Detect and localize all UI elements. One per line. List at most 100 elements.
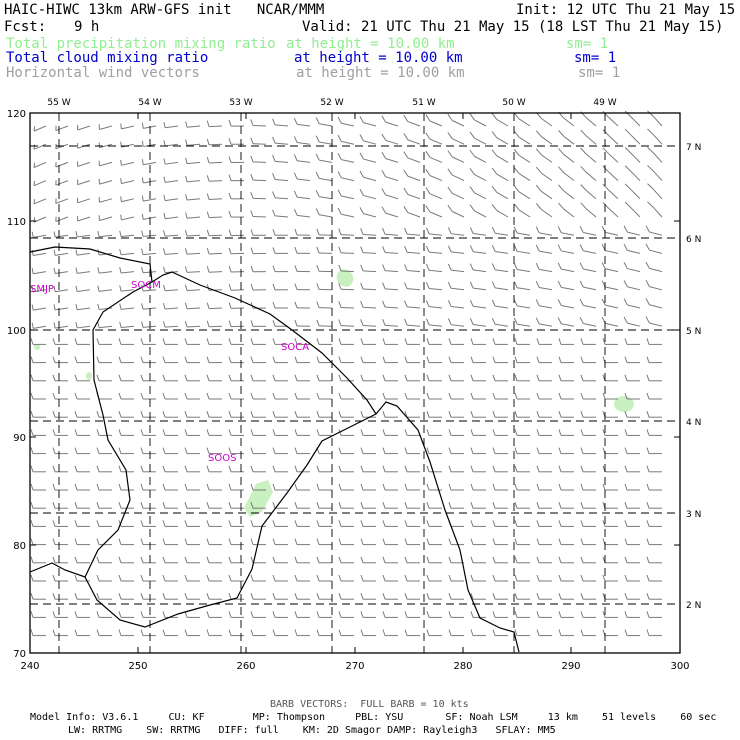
- wind-barb: [404, 629, 420, 637]
- wind-barb: [228, 538, 244, 546]
- wind-barb: [206, 411, 222, 418]
- wind-barb: [426, 483, 442, 491]
- wind-barb: [558, 111, 575, 127]
- wind-barb: [535, 166, 553, 182]
- wind-barb: [448, 338, 464, 345]
- wind-barb: [316, 556, 332, 564]
- wind-barb: [513, 130, 531, 145]
- wind-barb: [206, 302, 223, 310]
- wind-barb: [647, 165, 663, 181]
- wind-barb: [492, 629, 508, 637]
- wind-barb: [492, 502, 508, 509]
- wind-barb: [514, 574, 530, 582]
- wind-barb: [536, 611, 552, 618]
- precip-area: [34, 344, 40, 350]
- wind-barb: [580, 520, 596, 527]
- wind-barb: [360, 356, 376, 364]
- y-tick-label: 80: [13, 541, 26, 552]
- wind-barb: [316, 629, 332, 637]
- wind-barb: [31, 286, 47, 293]
- wind-barb: [294, 593, 310, 600]
- wind-barb: [360, 319, 377, 327]
- wind-barb: [602, 611, 618, 618]
- wind-barb: [272, 629, 288, 637]
- wind-barb: [250, 229, 267, 236]
- wind-barb: [272, 593, 288, 600]
- wind-barb: [52, 411, 68, 418]
- wind-barb: [52, 611, 68, 618]
- wind-barb: [53, 231, 69, 238]
- wind-barb: [184, 284, 201, 292]
- wind-barb: [469, 263, 487, 273]
- wind-barb: [118, 502, 134, 509]
- wind-barb: [624, 128, 641, 145]
- wind-barb: [359, 188, 377, 200]
- wind-barb: [403, 205, 421, 218]
- wind-barb: [448, 629, 464, 637]
- wind-barb: [74, 611, 90, 618]
- wind-barb: [601, 244, 619, 254]
- wind-barb: [360, 538, 376, 546]
- wind-barb: [206, 266, 223, 273]
- wind-barb: [98, 124, 113, 130]
- wind-barb: [206, 120, 223, 128]
- wind-barb: [272, 374, 288, 382]
- field-wind-sm: sm= 1: [578, 65, 621, 81]
- wind-barb: [382, 538, 398, 546]
- wind-barb: [250, 155, 267, 163]
- wind-barb: [250, 338, 266, 345]
- wind-barb: [316, 374, 332, 382]
- wind-barb: [316, 283, 333, 291]
- wind-barb: [558, 338, 574, 345]
- wind-barb: [206, 429, 222, 436]
- wind-barb: [404, 264, 421, 273]
- wind-barb: [96, 502, 112, 509]
- wind-barb: [74, 447, 90, 455]
- wind-barb: [74, 593, 90, 600]
- wind-barb: [250, 593, 266, 600]
- y-tick-label: 120: [7, 109, 26, 120]
- wind-barb: [404, 556, 420, 564]
- wind-barb: [316, 574, 332, 582]
- wind-barb: [294, 447, 310, 455]
- wind-barb: [96, 593, 112, 600]
- wind-barb: [646, 538, 662, 546]
- wind-barb: [119, 267, 135, 274]
- lon-label: 50 W: [502, 98, 525, 108]
- wind-barb: [425, 205, 443, 218]
- wind-barb: [250, 483, 266, 491]
- wind-barb: [316, 465, 332, 473]
- wind-barb: [316, 411, 332, 418]
- wind-barb: [470, 338, 486, 345]
- wind-barb: [162, 574, 178, 582]
- wind-barb: [97, 321, 113, 329]
- y-tick-label: 110: [7, 217, 26, 228]
- wind-barb: [558, 356, 574, 364]
- wind-barb: [602, 183, 619, 200]
- wind-barb: [98, 160, 113, 167]
- wind-barb: [514, 429, 530, 436]
- wind-barb: [536, 411, 552, 418]
- wind-barb: [316, 319, 333, 327]
- wind-barb: [337, 116, 355, 127]
- wind-barb: [491, 131, 509, 145]
- wind-barb: [404, 245, 421, 254]
- wind-barb: [338, 282, 355, 291]
- wind-barb: [404, 611, 420, 618]
- wind-barb: [558, 574, 574, 582]
- wind-barb: [602, 392, 618, 400]
- wind-barb: [118, 374, 134, 382]
- wind-barb: [447, 245, 465, 254]
- wind-barb: [30, 611, 46, 618]
- wind-barb: [250, 411, 266, 418]
- wind-barb: [163, 122, 179, 129]
- wind-barb: [228, 156, 245, 163]
- wind-barb: [448, 392, 464, 400]
- wind-barb: [228, 174, 245, 182]
- wind-barb: [426, 629, 442, 637]
- wind-barb: [491, 226, 509, 236]
- wind-barb: [52, 483, 68, 491]
- wind-barb: [536, 520, 552, 527]
- wind-barb: [141, 285, 157, 292]
- wind-barb: [447, 132, 465, 145]
